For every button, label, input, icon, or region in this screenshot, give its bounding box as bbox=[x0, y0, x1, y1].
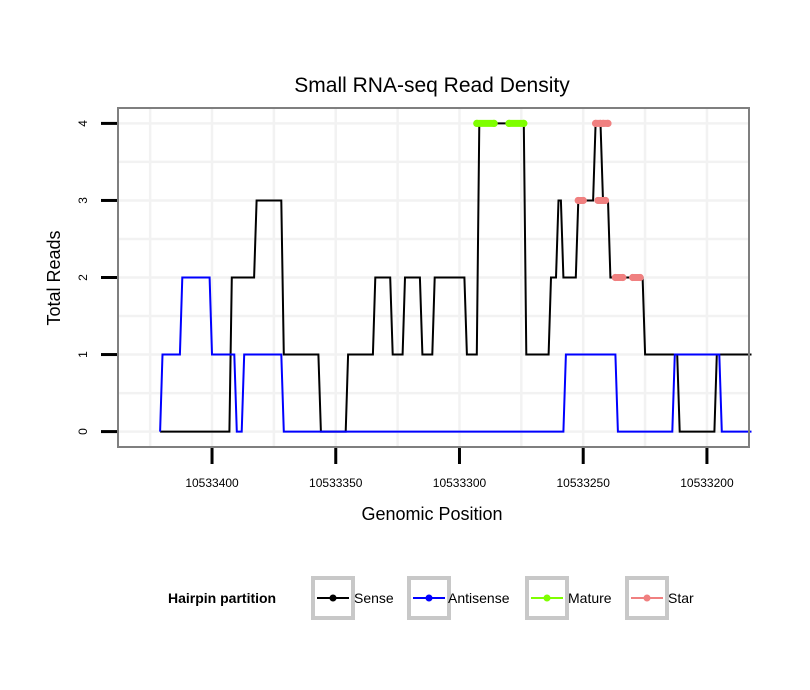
legend-item-antisense: Antisense bbox=[407, 576, 510, 620]
y-axis-title: Total Reads bbox=[44, 230, 64, 325]
legend-label: Sense bbox=[354, 590, 394, 606]
legend-key-point bbox=[543, 594, 551, 602]
y-tick-label: 0 bbox=[76, 428, 90, 435]
x-axis: 10533400 10533350 10533300 10533250 10533200 bbox=[185, 448, 734, 490]
plot-area: 10533400 10533350 10533300 10533250 10533200… bbox=[76, 107, 752, 490]
legend-label: Star bbox=[668, 590, 694, 606]
mature-point bbox=[490, 119, 498, 128]
star-point bbox=[636, 273, 644, 282]
series-layer bbox=[159, 119, 752, 433]
y-tick-label: 1 bbox=[76, 351, 90, 358]
star-point bbox=[579, 196, 587, 205]
y-axis: 0 1 2 3 4 bbox=[76, 120, 117, 435]
mature-point bbox=[505, 119, 513, 128]
legend-item-star: Star bbox=[625, 576, 694, 620]
legend: Hairpin partition Sense Antisense Mature St… bbox=[168, 576, 694, 620]
star-point bbox=[611, 273, 619, 282]
star-point bbox=[619, 273, 627, 282]
star-point bbox=[601, 196, 610, 205]
x-tick-label: 10533300 bbox=[433, 476, 487, 490]
legend-item-sense: Sense bbox=[311, 576, 394, 620]
plot-border bbox=[117, 107, 750, 448]
x-tick-label: 10533200 bbox=[680, 476, 734, 490]
x-tick-label: 10533350 bbox=[309, 476, 363, 490]
star-point bbox=[604, 119, 612, 128]
y-tick-label: 2 bbox=[76, 274, 90, 281]
x-axis-title: Genomic Position bbox=[361, 504, 502, 524]
y-tick-label: 3 bbox=[76, 197, 90, 204]
star-point bbox=[574, 196, 582, 205]
legend-key-point bbox=[425, 594, 433, 602]
antisense-series-line bbox=[159, 276, 752, 433]
star-point bbox=[599, 119, 607, 128]
legend-label: Mature bbox=[568, 590, 612, 606]
star-point bbox=[594, 196, 602, 205]
y-tick-label: 4 bbox=[76, 120, 90, 127]
legend-key-point bbox=[329, 594, 337, 602]
legend-key-point bbox=[643, 594, 651, 602]
star-point bbox=[591, 119, 600, 128]
chart-title: Small RNA-seq Read Density bbox=[294, 74, 570, 97]
legend-title: Hairpin partition bbox=[168, 590, 276, 606]
mature-point bbox=[520, 119, 528, 128]
mature-point bbox=[473, 119, 481, 128]
legend-label: Antisense bbox=[448, 590, 510, 606]
x-tick-label: 10533400 bbox=[185, 476, 239, 490]
x-tick-label: 10533250 bbox=[557, 476, 611, 490]
legend-item-mature: Mature bbox=[525, 576, 612, 620]
star-point bbox=[629, 273, 637, 282]
